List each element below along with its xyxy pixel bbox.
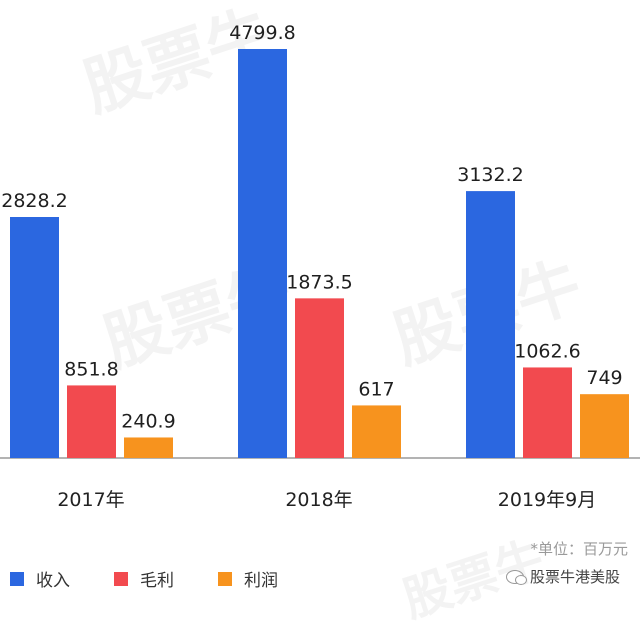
x-tick-label-2: 2019年9月 [498,489,596,511]
bar-revenue-0 [10,217,59,458]
data-label-revenue-1: 4799.8 [229,22,295,44]
legend-swatch-profit [218,571,232,586]
brand-label: 股票牛港美股 [505,566,620,587]
data-label-revenue-0: 2828.2 [1,190,67,212]
bar-gross-0 [67,385,116,458]
data-label-gross-1: 1873.5 [286,271,352,293]
data-label-profit-1: 617 [358,378,394,400]
data-label-profit-0: 240.9 [121,410,175,432]
legend-label-gross: 毛利 [140,571,174,591]
legend-label-revenue: 收入 [36,571,70,591]
bar-profit-1 [352,405,401,458]
bar-profit-0 [124,437,173,458]
legend-item-profit: 利润 [218,566,278,591]
wechat-icon [505,569,527,585]
legend-item-gross: 毛利 [114,566,174,591]
data-label-gross-0: 851.8 [64,358,118,380]
bar-profit-2 [580,394,629,458]
brand-text: 股票牛港美股 [529,568,620,586]
legend-swatch-revenue [10,571,24,586]
data-label-revenue-2: 3132.2 [457,164,523,186]
bar-chart: 2828.2 851.8 240.9 2017年 4799.8 1873.5 617 2018… [0,22,640,511]
bar-gross-1 [295,298,344,458]
legend: 收入 毛利 利润 [10,566,322,591]
legend-label-profit: 利润 [244,571,278,591]
data-label-profit-2: 749 [586,367,622,389]
unit-note: *单位：百万元 [530,540,628,558]
x-tick-label-0: 2017年 [57,489,124,511]
legend-swatch-gross [114,571,128,586]
bar-revenue-1 [238,49,287,458]
legend-item-revenue: 收入 [10,566,70,591]
bar-revenue-2 [466,191,515,458]
data-label-gross-2: 1062.6 [514,340,580,362]
x-tick-label-1: 2018年 [285,489,352,511]
bar-gross-2 [523,367,572,458]
